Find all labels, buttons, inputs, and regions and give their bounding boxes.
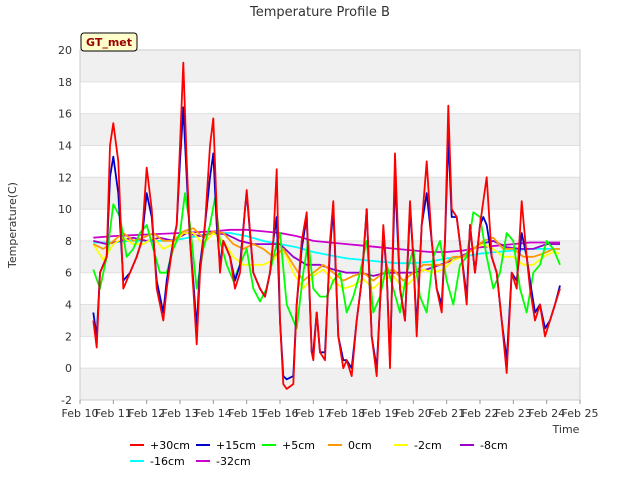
station-badge: GT_met <box>80 32 138 52</box>
grid-band <box>80 50 580 82</box>
legend-label: 0cm <box>348 439 372 452</box>
grid-bands <box>80 50 580 400</box>
legend-label: -2cm <box>414 439 442 452</box>
legend-item: -16cm <box>130 455 185 468</box>
y-tick-label: 20 <box>58 44 72 57</box>
x-tick-label: Feb 17 <box>295 407 332 420</box>
series-line-30cm <box>92 61 561 390</box>
legend-item: +5cm <box>262 439 315 452</box>
x-tick-label: Feb 18 <box>328 407 365 420</box>
x-tick-label: Feb 11 <box>95 407 132 420</box>
x-tick-label: Feb 20 <box>395 407 432 420</box>
y-tick-label: 10 <box>58 203 72 216</box>
y-tick-label: 6 <box>65 267 72 280</box>
station-badge-box <box>80 32 138 52</box>
x-tick-label: Feb 21 <box>428 407 465 420</box>
legend: +30cm +15cm +5cm 0cm -2cm -8cm -16cm -32cm <box>130 439 508 468</box>
grid-band <box>80 368 580 400</box>
y-axis-label: Temperature(C) <box>6 182 19 269</box>
y-tick-label: 4 <box>65 299 72 312</box>
legend-label: +5cm <box>282 439 315 452</box>
y-tick-label: 16 <box>58 108 72 121</box>
x-tick-label: Feb 24 <box>528 407 565 420</box>
station-badge-label: GT_met <box>86 36 132 49</box>
x-tick-label: Feb 10 <box>62 407 99 420</box>
x-tick-label: Feb 16 <box>262 407 299 420</box>
x-tick-label: Feb 15 <box>228 407 265 420</box>
x-tick-label: Feb 12 <box>128 407 165 420</box>
plot-area <box>79 49 581 401</box>
legend-label: +30cm <box>150 439 190 452</box>
grid-band <box>80 304 580 337</box>
grid-band <box>80 113 580 146</box>
y-axis-ticks: -2 0 2 4 6 8 10 12 14 16 18 20 <box>58 44 72 407</box>
chart-title: Temperature Profile B <box>249 5 390 20</box>
legend-label: +15cm <box>216 439 256 452</box>
x-tick-label: Feb 23 <box>495 407 532 420</box>
legend-item: +30cm <box>130 439 190 452</box>
y-tick-label: 18 <box>58 76 72 89</box>
grid-band <box>80 177 580 210</box>
x-tick-label: Feb 19 <box>362 407 399 420</box>
y-tick-label: -2 <box>61 394 72 407</box>
y-tick-label: 12 <box>58 171 72 184</box>
legend-item: -8cm <box>460 439 508 452</box>
legend-label: -32cm <box>216 455 251 468</box>
legend-label: -8cm <box>480 439 508 452</box>
legend-item: +15cm <box>196 439 256 452</box>
y-tick-label: 0 <box>65 362 72 375</box>
legend-item: -32cm <box>196 455 251 468</box>
legend-label: -16cm <box>150 455 185 468</box>
legend-item: -2cm <box>394 439 442 452</box>
x-tick-label: Feb 13 <box>162 407 199 420</box>
y-tick-label: 14 <box>58 139 72 152</box>
y-tick-label: 2 <box>65 330 72 343</box>
legend-item: 0cm <box>328 439 372 452</box>
series-lines <box>92 61 561 390</box>
x-tick-label: Feb 14 <box>195 407 232 420</box>
x-tick-label: Feb 22 <box>462 407 499 420</box>
x-axis-label: Time <box>552 423 580 436</box>
y-tick-label: 8 <box>65 235 72 248</box>
x-tick-label: Feb 25 <box>562 407 599 420</box>
